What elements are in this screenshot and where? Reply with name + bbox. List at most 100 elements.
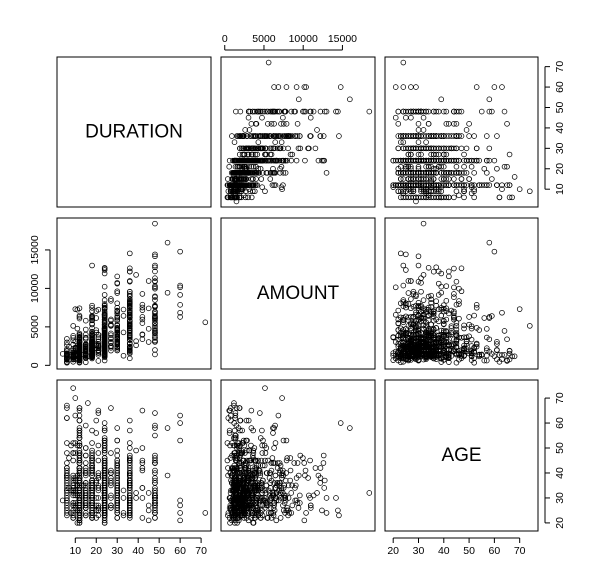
data-point <box>89 317 95 323</box>
data-point <box>453 301 460 308</box>
data-point <box>506 151 513 158</box>
data-point <box>269 170 276 176</box>
data-point <box>101 297 108 303</box>
data-point <box>152 268 158 275</box>
data-point <box>499 309 505 316</box>
data-point <box>302 157 308 164</box>
data-point <box>249 108 256 115</box>
data-point <box>312 145 319 152</box>
data-point <box>101 283 108 290</box>
data-point <box>279 186 285 192</box>
data-point <box>448 325 455 331</box>
data-point <box>270 430 276 436</box>
data-point <box>95 507 102 514</box>
data-point <box>177 510 183 516</box>
data-point <box>242 127 248 133</box>
data-point <box>152 309 158 316</box>
data-point <box>253 145 260 152</box>
data-point <box>463 127 470 133</box>
data-point <box>70 480 76 486</box>
data-point <box>127 482 133 489</box>
panel-amount-duration <box>56 217 212 370</box>
data-point <box>95 410 102 416</box>
data-point <box>89 321 95 328</box>
data-point <box>120 313 127 319</box>
data-point <box>516 306 523 312</box>
data-point <box>423 108 429 115</box>
data-point <box>237 145 243 152</box>
data-point <box>291 108 298 115</box>
data-point <box>415 194 422 201</box>
data-point <box>139 467 146 474</box>
data-point <box>276 460 283 466</box>
data-point <box>282 492 289 499</box>
data-point <box>152 251 158 258</box>
data-point <box>114 290 120 296</box>
data-point <box>82 326 89 333</box>
data-point <box>246 145 252 152</box>
data-point <box>333 108 339 115</box>
data-point <box>458 265 465 272</box>
data-point <box>76 427 83 434</box>
data-point <box>272 139 278 145</box>
data-point <box>267 151 274 158</box>
data-point <box>258 108 264 115</box>
data-point <box>441 151 447 158</box>
data-point <box>127 311 133 318</box>
data-point <box>76 425 83 431</box>
data-point <box>70 515 76 521</box>
data-point <box>273 133 280 139</box>
data-point <box>271 445 277 451</box>
data-point <box>248 121 255 127</box>
data-point <box>451 108 457 115</box>
panel-duration-age <box>384 56 539 208</box>
data-point <box>152 264 158 271</box>
data-point <box>70 450 76 456</box>
data-point <box>259 462 266 469</box>
data-point <box>461 186 467 192</box>
data-point <box>441 108 447 115</box>
data-point <box>252 151 259 158</box>
data-point <box>256 170 262 176</box>
data-point <box>280 182 286 188</box>
data-point <box>227 470 234 476</box>
data-point <box>276 470 283 476</box>
data-point <box>76 330 83 337</box>
data-point <box>127 512 133 519</box>
data-point <box>152 515 158 521</box>
data-point <box>152 303 158 310</box>
data-point <box>70 337 76 344</box>
data-point <box>408 176 414 182</box>
data-point <box>114 308 120 315</box>
data-point <box>261 108 268 115</box>
data-point <box>403 114 409 121</box>
data-point <box>231 176 237 182</box>
data-point <box>164 289 171 296</box>
data-point <box>89 262 95 269</box>
data-point <box>76 417 83 424</box>
data-point <box>145 326 152 332</box>
data-point <box>267 108 274 115</box>
data-point <box>101 302 108 309</box>
data-point <box>461 163 467 170</box>
data-point <box>458 145 465 152</box>
data-point <box>152 502 158 509</box>
data-point <box>413 198 419 205</box>
data-point <box>428 133 434 139</box>
data-point <box>89 308 95 314</box>
data-point <box>451 265 457 272</box>
data-point <box>282 477 289 484</box>
data-point <box>127 268 133 275</box>
data-point <box>95 475 102 481</box>
data-point <box>443 194 450 201</box>
data-point <box>494 347 500 353</box>
data-point <box>101 292 108 298</box>
data-point <box>95 347 102 353</box>
data-point <box>494 133 500 139</box>
data-point <box>466 348 472 354</box>
data-point <box>82 472 89 479</box>
data-point <box>76 338 83 344</box>
data-point <box>281 482 288 489</box>
data-point <box>177 284 183 291</box>
data-point <box>64 336 70 342</box>
